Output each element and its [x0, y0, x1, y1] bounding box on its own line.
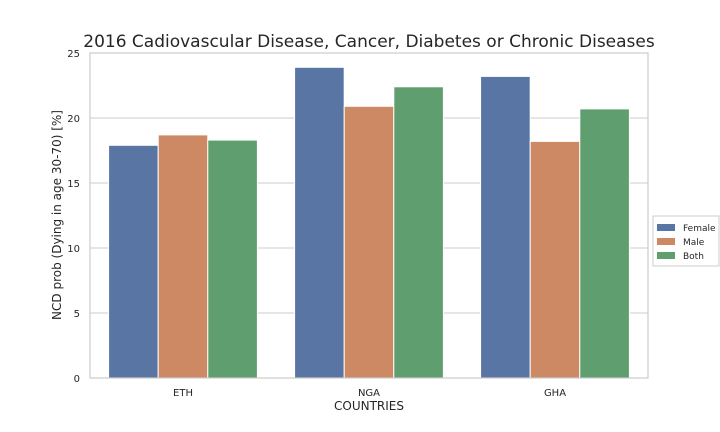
bar-female-eth: [108, 144, 159, 379]
x-tick-label: GHA: [544, 388, 566, 399]
bar-both-nga: [393, 86, 444, 379]
legend-swatch-male: [657, 238, 675, 245]
y-tick-labels: 0 5 10 15 20 25: [67, 49, 80, 385]
y-tick-label: 15: [67, 179, 80, 190]
y-tick-label: 0: [74, 374, 80, 385]
bar-female-gha: [480, 75, 531, 379]
plot-frame: [89, 52, 649, 379]
bar-male-eth: [157, 134, 209, 379]
bar-female-nga: [294, 66, 345, 379]
legend-label-male: Male: [683, 238, 705, 248]
x-axis-label: COUNTRIES: [334, 399, 404, 413]
legend: Female Male Both: [652, 215, 720, 267]
x-tick-labels: ETH NGA GHA: [173, 388, 566, 399]
bar-both-eth: [207, 139, 258, 379]
x-tick-label: ETH: [173, 388, 193, 399]
bar-both-gha: [579, 108, 630, 379]
legend-swatch-female: [657, 224, 675, 231]
chart-title: 2016 Cadiovascular Disease, Cancer, Diab…: [83, 32, 655, 52]
y-axis-label: NCD prob (Dying in age 30-70) [%]: [50, 110, 64, 320]
legend-label-both: Both: [683, 252, 704, 262]
y-tick-label: 10: [67, 244, 80, 255]
bar-male-gha: [529, 140, 581, 379]
bar-male-nga: [343, 105, 395, 379]
legend-swatch-both: [657, 252, 675, 259]
y-tick-label: 20: [67, 114, 80, 125]
y-tick-label: 25: [67, 49, 80, 60]
x-tick-label: NGA: [358, 388, 380, 399]
bars: [108, 66, 630, 379]
y-tick-label: 5: [74, 309, 80, 320]
legend-label-female: Female: [683, 224, 716, 234]
